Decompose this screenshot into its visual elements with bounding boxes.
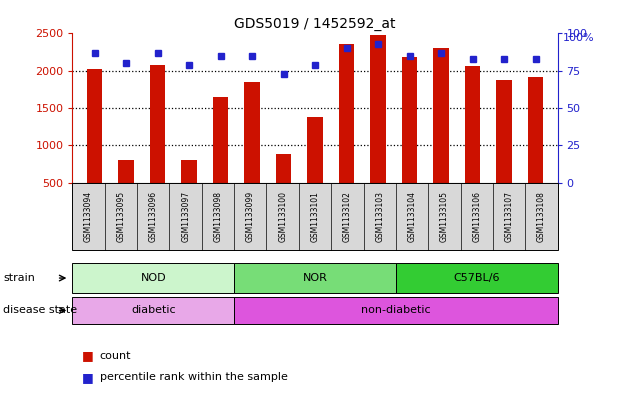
Text: GSM1133108: GSM1133108 xyxy=(537,191,546,242)
Bar xyxy=(528,77,543,220)
Bar xyxy=(150,65,165,220)
Title: GDS5019 / 1452592_at: GDS5019 / 1452592_at xyxy=(234,17,396,31)
Bar xyxy=(87,69,102,220)
Text: GSM1133099: GSM1133099 xyxy=(246,191,255,242)
Text: diabetic: diabetic xyxy=(131,305,176,316)
Bar xyxy=(465,66,480,220)
Text: ■: ■ xyxy=(82,349,94,362)
Bar xyxy=(118,160,134,220)
Text: GSM1133097: GSM1133097 xyxy=(181,191,190,242)
Text: GSM1133106: GSM1133106 xyxy=(472,191,481,242)
Bar xyxy=(276,154,291,220)
Text: NOD: NOD xyxy=(140,273,166,283)
Text: GSM1133101: GSM1133101 xyxy=(311,191,319,242)
Text: strain: strain xyxy=(3,273,35,283)
Text: 100%: 100% xyxy=(563,33,594,43)
Text: GSM1133107: GSM1133107 xyxy=(505,191,513,242)
Text: GSM1133100: GSM1133100 xyxy=(278,191,287,242)
Text: GSM1133096: GSM1133096 xyxy=(149,191,158,242)
Text: GSM1133094: GSM1133094 xyxy=(84,191,93,242)
Bar xyxy=(402,57,417,220)
Text: percentile rank within the sample: percentile rank within the sample xyxy=(100,372,287,382)
Bar xyxy=(244,82,260,220)
Bar xyxy=(496,81,512,220)
Bar xyxy=(433,48,449,220)
Text: GSM1133105: GSM1133105 xyxy=(440,191,449,242)
Bar xyxy=(339,44,354,220)
Text: disease state: disease state xyxy=(3,305,77,316)
Bar xyxy=(307,117,323,220)
Bar xyxy=(213,97,228,220)
Text: NOR: NOR xyxy=(302,273,328,283)
Text: GSM1133104: GSM1133104 xyxy=(408,191,416,242)
Text: non-diabetic: non-diabetic xyxy=(361,305,431,316)
Text: GSM1133102: GSM1133102 xyxy=(343,191,352,242)
Text: count: count xyxy=(100,351,131,361)
Text: GSM1133095: GSM1133095 xyxy=(117,191,125,242)
Bar xyxy=(181,160,197,220)
Text: ■: ■ xyxy=(82,371,94,384)
Text: GSM1133098: GSM1133098 xyxy=(214,191,222,242)
Bar xyxy=(370,35,386,220)
Text: GSM1133103: GSM1133103 xyxy=(375,191,384,242)
Text: C57BL/6: C57BL/6 xyxy=(454,273,500,283)
